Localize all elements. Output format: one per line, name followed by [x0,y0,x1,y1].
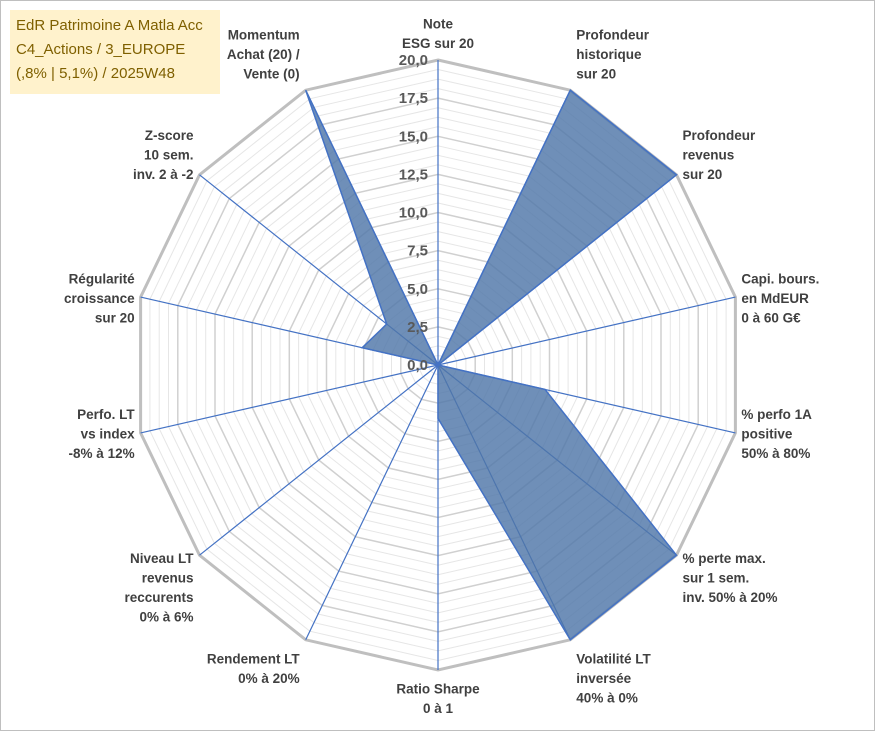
category-label: Profondeur revenus sur 20 [683,128,756,182]
category-label: Ratio Sharpe 0 à 1 [396,682,480,717]
category-label: Régularité croissance sur 20 [64,272,135,326]
category-labels: Note ESG sur 20 Profondeur historique sur 20… [64,17,819,717]
category-label-line: 10 sem. [144,147,194,162]
category-label-line: inv. 50% à 20% [683,590,778,605]
category-label: % perfo 1A positive 50% à 80% [741,407,812,461]
tick-label: 7,5 [407,243,428,260]
spoke-line [199,364,439,556]
category-label: % perte max. sur 1 sem. inv. 50% à 20% [683,551,778,605]
category-label-line: 0% à 6% [139,609,193,624]
category-label-line: revenus [142,570,194,585]
category-label-line: positive [741,427,793,442]
category-label-line: historique [576,47,642,62]
radar-series [304,89,678,641]
category-label-line: Momentum [228,27,300,42]
category-label-line: Profondeur [576,27,649,42]
category-label-line: inversée [576,671,631,686]
category-label-line: % perfo 1A [741,407,812,422]
category-label: Note ESG sur 20 [402,17,474,52]
category-label-line: sur 1 sem. [683,570,750,585]
fund-name: EdR Patrimoine A Matla Acc [16,17,203,34]
spoke-line [305,364,439,641]
radial-tick-labels: 0,0 2,5 5,0 7,5 10,0 12,5 15,0 17,5 20,0 [399,52,428,374]
category-label: Z-score 10 sem. inv. 2 à -2 [133,128,194,182]
category-label: Perfo. LT vs index -8% à 12% [69,407,136,461]
fund-stats-week: (,8% | 5,1%) / 2025W48 [16,65,175,82]
category-label-line: 50% à 80% [741,446,810,461]
tick-label: 15,0 [399,128,428,145]
tick-label: 5,0 [407,281,428,298]
category-label: Rendement LT 0% à 20% [207,651,301,686]
fund-info-box: EdR Patrimoine A Matla Acc C4_Actions / … [10,10,220,94]
category-label-line: 0 à 1 [423,701,454,716]
spoke-line [437,296,736,366]
category-label-line: sur 20 [683,167,723,182]
category-label: Momentum Achat (20) / Vente (0) [227,27,300,81]
category-label-line: 0% à 20% [238,671,300,686]
category-label-line: % perte max. [683,551,766,566]
category-label-line: en MdEUR [741,291,809,306]
category-label-line: sur 20 [95,311,135,326]
category-label-line: -8% à 12% [69,446,135,461]
category-label-line: vs index [81,427,136,442]
tick-label: 10,0 [399,205,428,222]
category-label-line: Volatilité LT [576,651,651,666]
category-label-line: reccurents [124,590,193,605]
category-label: Volatilité LT inversée 40% à 0% [576,651,651,705]
category-label-line: Note [423,17,453,32]
category-label-line: Rendement LT [207,651,301,666]
category-label-line: sur 20 [576,66,616,81]
tick-label: 2,5 [407,319,428,336]
category-label-line: Régularité [69,272,136,287]
category-label: Capi. bours. en MdEUR 0 à 60 G€ [741,272,819,326]
category-label-line: Perfo. LT [77,407,135,422]
category-label-line: revenus [683,147,735,162]
category-label-line: ESG sur 20 [402,36,474,51]
category-label-line: 0 à 60 G€ [741,311,801,326]
tick-label: 20,0 [399,52,428,69]
series-area [304,89,678,641]
category-label: Profondeur historique sur 20 [576,27,649,81]
category-label-line: Vente (0) [243,66,299,81]
category-label-line: croissance [64,291,135,306]
category-label-line: Profondeur [683,128,756,143]
tick-label: 12,5 [399,166,428,183]
category-label-line: 40% à 0% [576,690,638,705]
category-label-line: Capi. bours. [741,272,819,287]
category-label-line: Z-score [145,128,194,143]
spoke-line [140,364,439,434]
tick-label: 17,5 [399,90,428,107]
category-label-line: Achat (20) / [227,47,300,62]
tick-label: 0,0 [407,357,428,374]
category-label-line: Niveau LT [130,551,194,566]
category-label-line: inv. 2 à -2 [133,167,194,182]
category-label: Niveau LT revenus reccurents 0% à 6% [124,551,194,625]
fund-category: C4_Actions / 3_EUROPE [16,41,186,58]
category-label-line: Ratio Sharpe [396,682,480,697]
